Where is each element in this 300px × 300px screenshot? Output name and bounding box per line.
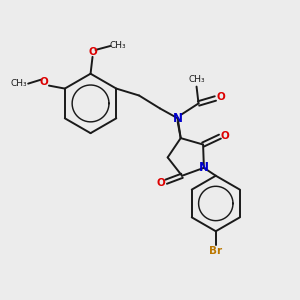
Text: O: O (220, 130, 229, 141)
Text: O: O (88, 47, 97, 57)
Text: N: N (173, 112, 183, 125)
Text: CH₃: CH₃ (110, 41, 127, 50)
Text: N: N (199, 161, 209, 174)
Text: O: O (157, 178, 166, 188)
Text: CH₃: CH₃ (188, 75, 205, 84)
Text: O: O (40, 76, 48, 87)
Text: O: O (217, 92, 226, 103)
Text: Br: Br (209, 246, 222, 256)
Text: CH₃: CH₃ (11, 79, 28, 88)
